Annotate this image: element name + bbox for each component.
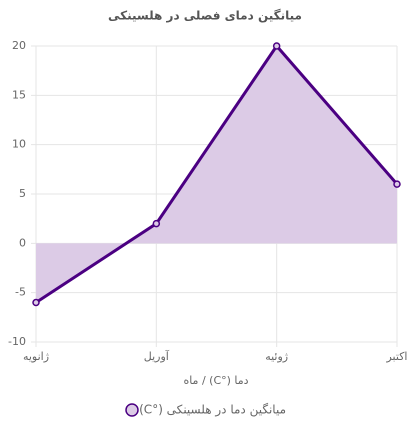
y-tick-label: 0 [19,236,26,249]
x-tick-label: ژوئیه [265,350,288,363]
line [35,43,399,304]
y-tick-label: 15 [12,88,26,101]
point [152,219,161,228]
point [393,180,401,188]
point [32,298,40,307]
x-tick-label: اکتبر [385,350,407,363]
area [36,46,397,303]
legend-label: میانگین دما در هلسینکی (°C) [139,403,286,418]
chart-title: میانگین دمای فصلی در هلسینکی [108,9,302,23]
x-tick-label: آوریل [144,349,170,363]
y-tick-label: -10 [8,335,26,348]
y-tick-label: -5 [15,286,26,299]
legend-swatch [125,403,139,417]
y-tick-label: 10 [12,138,26,151]
x-axis-label: دما (°C) / ماه [183,374,248,387]
point [272,42,281,50]
y-tick-label: 5 [19,187,26,200]
y-tick-label: 20 [12,39,26,52]
x-tick-label: ژانویه [23,350,49,363]
